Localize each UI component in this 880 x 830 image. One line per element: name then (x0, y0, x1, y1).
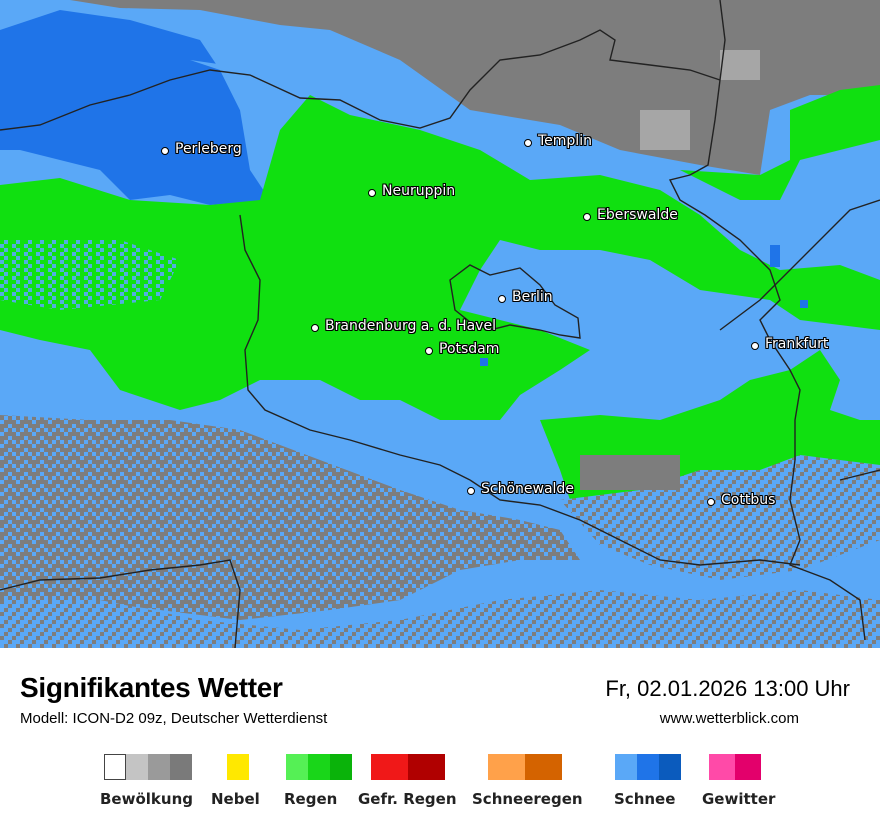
model-info: Modell: ICON-D2 09z, Deutscher Wetterdie… (20, 710, 328, 727)
state-border-southwest (0, 559, 241, 648)
legend-swatch (615, 754, 637, 780)
legend-label-bewoelkung: Bewölkung (100, 790, 193, 808)
legend-schneeregen (488, 754, 562, 784)
rain-speckle-band (0, 240, 180, 310)
cloud-patch-south-solid (580, 455, 680, 490)
legend-bewoelkung (104, 754, 192, 784)
cloud-patch-templin (640, 110, 690, 150)
state-border-southeast (839, 469, 880, 481)
legend-swatch (308, 754, 330, 780)
cloud-area-southwest (0, 415, 580, 620)
legend-swatch (104, 754, 126, 780)
weather-map-layers (0, 0, 880, 648)
city-label-templin: Templin (538, 133, 592, 149)
rain-area-northeast (680, 85, 880, 200)
legend-nebel (227, 754, 249, 784)
city-marker-neuruppin (368, 189, 376, 197)
page-title: Signifikantes Wetter (20, 672, 283, 703)
city-label-berlin: Berlin (512, 289, 553, 305)
legend-regen (286, 754, 352, 784)
legend-swatch (709, 754, 735, 780)
cloud-area-south-bottom (0, 590, 880, 648)
legend-gefr-regen (371, 754, 445, 784)
state-border-east (668, 0, 866, 641)
city-marker-frankfurt (751, 342, 759, 350)
forecast-datetime: Fr, 02.01.2026 13:00 Uhr (605, 676, 850, 701)
legend-swatch (371, 754, 408, 780)
legend-swatch (408, 754, 445, 780)
legend-swatch (330, 754, 352, 780)
snow-cell-frankfurt (800, 300, 808, 308)
city-label-eberswalde: Eberswalde (597, 207, 678, 223)
snow-cell-potsdam (480, 358, 488, 366)
legend-schnee (615, 754, 681, 784)
legend-label-regen: Regen (284, 790, 338, 808)
city-marker-brandenburg (311, 324, 319, 332)
city-label-frankfurt: Frankfurt (765, 336, 829, 352)
country-border-east (719, 199, 880, 331)
footer: Signifikantes Wetter Modell: ICON-D2 09z… (0, 648, 880, 830)
legend-swatch (525, 754, 562, 780)
legend-label-gefr-regen: Gefr. Regen (358, 790, 457, 808)
legend-swatch (659, 754, 681, 780)
state-border-west (239, 214, 471, 481)
legend-gewitter (709, 754, 761, 784)
legend-swatch (286, 754, 308, 780)
state-border-north (0, 29, 721, 131)
cloud-area-southeast (560, 455, 880, 580)
legend-label-gewitter: Gewitter (702, 790, 776, 808)
legend-label-schnee: Schnee (614, 790, 676, 808)
legend-swatch (170, 754, 192, 780)
city-label-potsdam: Potsdam (439, 341, 500, 357)
state-border-south (469, 479, 801, 566)
weather-map: Perleberg Templin Neuruppin Eberswalde B… (0, 0, 880, 648)
legend-swatch (148, 754, 170, 780)
city-marker-cottbus (707, 498, 715, 506)
legend-swatch (637, 754, 659, 780)
city-label-brandenburg: Brandenburg a. d. Havel (325, 318, 496, 334)
state-borders (0, 0, 880, 648)
legend-label-nebel: Nebel (211, 790, 260, 808)
city-marker-templin (524, 139, 532, 147)
city-label-neuruppin: Neuruppin (382, 183, 456, 199)
snow-cell-east (770, 245, 780, 267)
city-marker-eberswalde (583, 213, 591, 221)
legend-label-schneeregen: Schneeregen (472, 790, 583, 808)
city-marker-potsdam (425, 347, 433, 355)
cloud-area-northeast-light (720, 50, 760, 80)
legend-swatch (126, 754, 148, 780)
legend-swatch (227, 754, 249, 780)
website-link[interactable]: www.wetterblick.com (659, 710, 799, 727)
city-marker-perleberg (161, 147, 169, 155)
rain-area-central (0, 95, 880, 420)
city-marker-schoenewalde (467, 487, 475, 495)
city-label-cottbus: Cottbus (721, 492, 776, 508)
legend-swatch (488, 754, 525, 780)
city-label-schoenewalde: Schönewalde (481, 481, 574, 497)
city-label-perleberg: Perleberg (175, 141, 242, 157)
snow-area-northwest-dark (0, 10, 270, 205)
legend-swatch (735, 754, 761, 780)
snow-area-northwest-light (190, 60, 300, 140)
berlin-border (449, 264, 581, 339)
city-marker-berlin (498, 295, 506, 303)
